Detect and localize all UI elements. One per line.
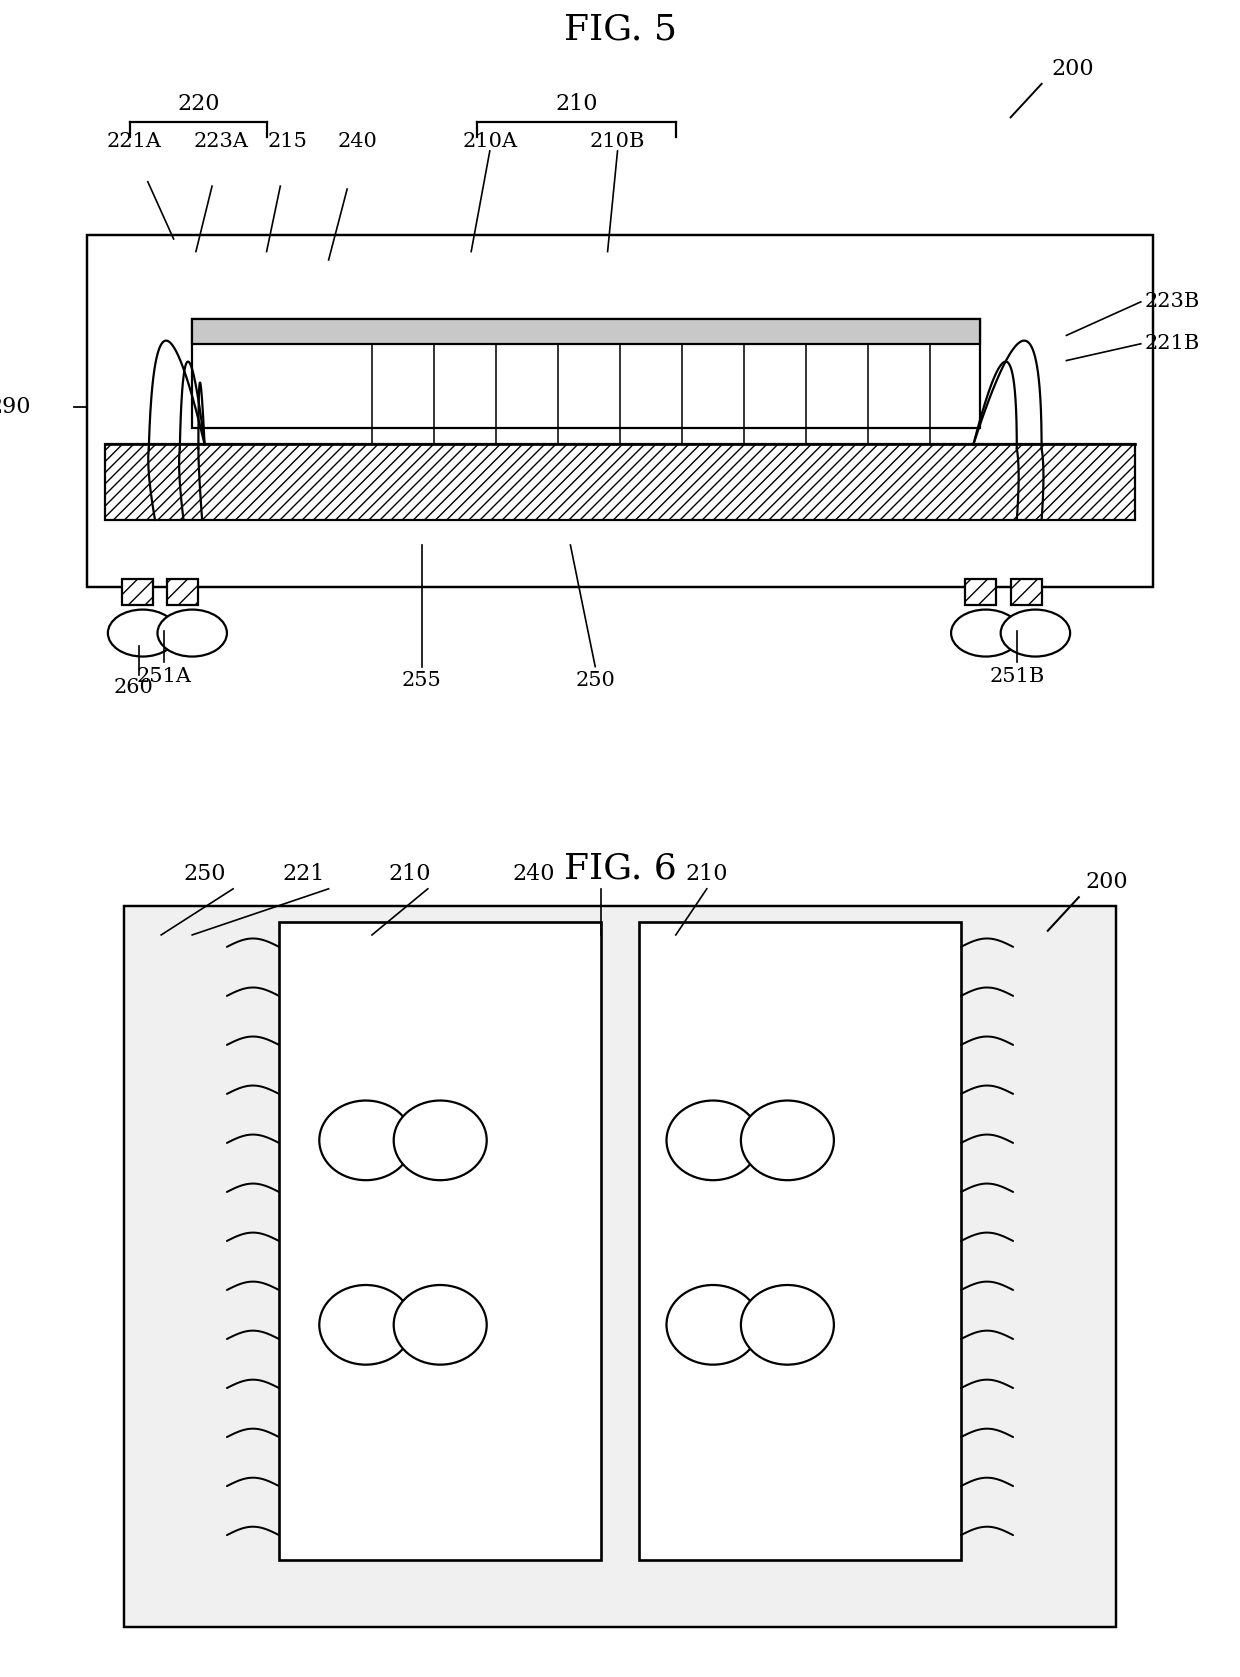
Text: 223B: 223B (1145, 292, 1200, 312)
Bar (965, 579, 996, 605)
Text: 200: 200 (1052, 57, 1094, 80)
Bar (1011, 579, 1042, 605)
Text: 220: 220 (177, 92, 219, 114)
Text: FIG. 6: FIG. 6 (564, 852, 676, 885)
Text: 251B: 251B (990, 667, 1044, 686)
Text: 210B: 210B (590, 132, 645, 151)
Text: 255: 255 (402, 671, 441, 689)
Bar (87, 235, 1153, 587)
Bar (124, 906, 1116, 1627)
Text: 210A: 210A (463, 132, 517, 151)
Ellipse shape (667, 1285, 759, 1365)
Ellipse shape (742, 1285, 833, 1365)
Circle shape (1001, 610, 1070, 657)
Bar (192, 319, 980, 428)
Ellipse shape (319, 1285, 412, 1365)
Circle shape (108, 610, 177, 657)
Bar (639, 922, 961, 1560)
Text: 240: 240 (337, 132, 377, 151)
Text: 215: 215 (268, 132, 308, 151)
Bar (192, 319, 980, 344)
Circle shape (951, 610, 1021, 657)
Text: 223A: 223A (193, 132, 248, 151)
Ellipse shape (319, 1100, 412, 1181)
Text: 250: 250 (184, 862, 226, 885)
Bar (279, 922, 601, 1560)
Text: 210: 210 (388, 862, 430, 885)
Ellipse shape (394, 1285, 487, 1365)
Ellipse shape (742, 1100, 833, 1181)
Text: 210: 210 (556, 92, 598, 114)
Text: FIG. 5: FIG. 5 (563, 12, 677, 47)
Text: 210: 210 (686, 862, 728, 885)
Bar (122, 579, 153, 605)
Text: 251A: 251A (136, 667, 191, 686)
Ellipse shape (394, 1100, 487, 1181)
Bar (105, 444, 1135, 520)
Text: 290: 290 (0, 396, 31, 418)
Text: 240: 240 (512, 862, 554, 885)
Text: 260: 260 (114, 678, 154, 696)
Text: 250: 250 (575, 671, 615, 689)
Text: 221A: 221A (107, 132, 161, 151)
Text: 221: 221 (283, 862, 325, 885)
Circle shape (157, 610, 227, 657)
Ellipse shape (667, 1100, 759, 1181)
Text: 200: 200 (1085, 870, 1127, 892)
Text: 221B: 221B (1145, 334, 1200, 354)
Bar (167, 579, 198, 605)
